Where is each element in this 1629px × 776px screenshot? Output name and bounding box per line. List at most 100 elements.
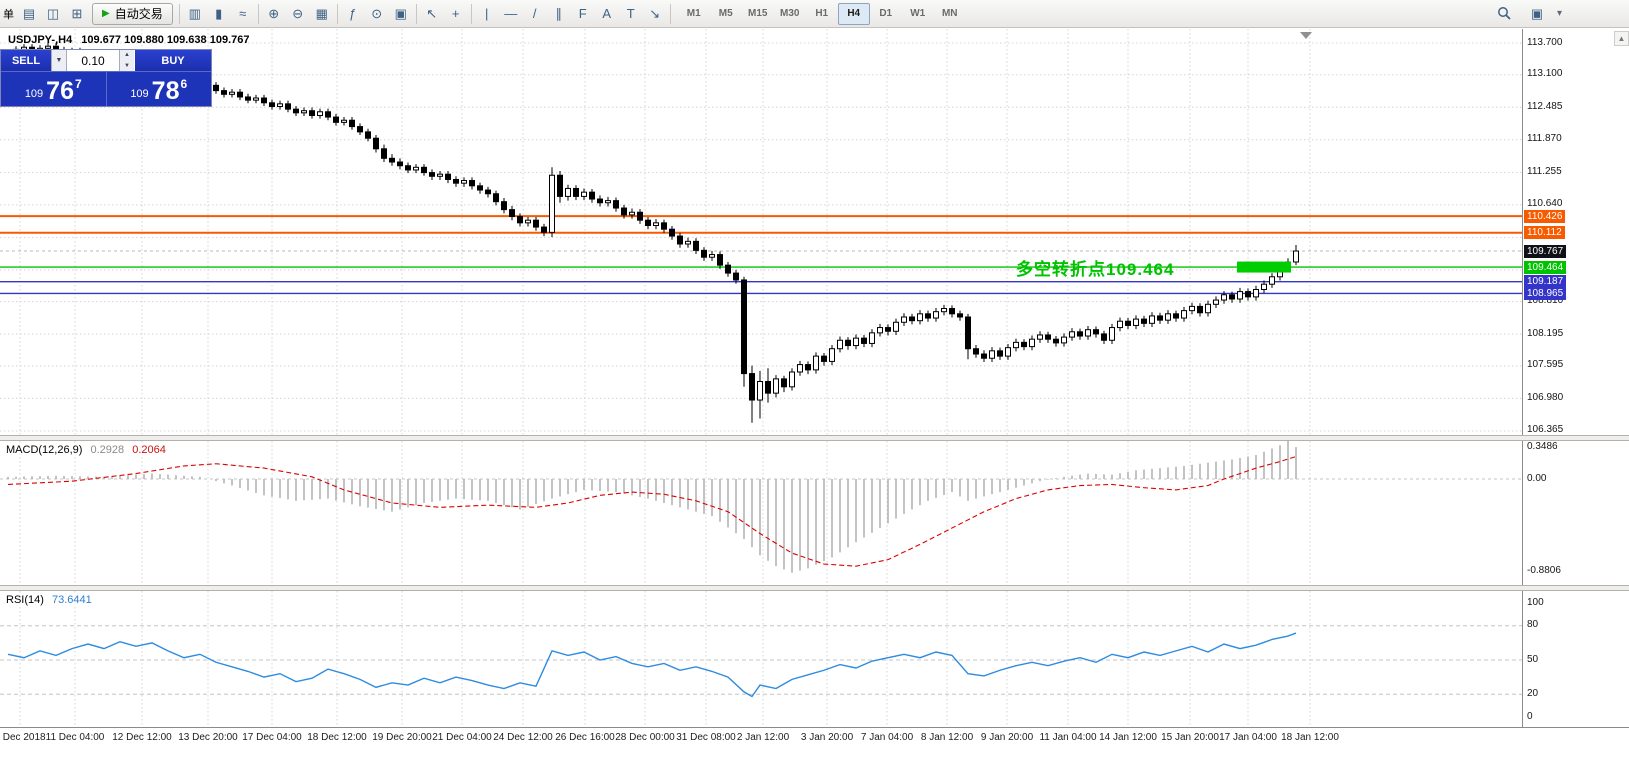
macd-axis-label: 0.00 [1527,472,1547,484]
line-chart-icon[interactable]: ≈ [239,6,247,21]
auto-trading-button[interactable]: ▶ 自动交易 [92,2,173,25]
arrows-icon[interactable]: ↘ [649,5,661,21]
new-order-label[interactable]: 单 [3,8,14,21]
panel-splitter-1[interactable] [0,435,1629,441]
channel-icon[interactable]: ∥ [555,5,562,21]
indicators-icon[interactable]: ƒ [349,6,357,21]
time-axis-label: 26 Dec 16:00 [555,732,615,743]
tf-button-m15[interactable]: M15 [747,8,768,19]
text-icon[interactable]: A [602,6,612,21]
timeframe-group: M1 M5 M15 M30 H1 H4 D1 W1 MN [678,2,966,25]
sell-price-prefix: 109 [24,88,44,100]
time-axis-label: 15 Jan 20:00 [1161,732,1219,743]
fibonacci-icon[interactable]: F [578,6,587,21]
time-axis-label: 24 Dec 12:00 [493,732,553,743]
price-axis[interactable]: 113.700 113.100 112.485 111.870 111.255 110.6… [1522,29,1629,435]
zoom-out-icon[interactable]: ⊖ [292,5,304,21]
tf-button-mn[interactable]: MN [941,8,958,19]
tf-button-d1[interactable]: D1 [879,8,893,19]
new-window-icon[interactable]: ▣ [1530,5,1544,21]
price-line-label: 109.187 [1524,275,1567,289]
tf-button-m1[interactable]: M1 [686,8,701,19]
toolbar-items: 单 ▤ ◫ ⊞ ▶ 自动交易 ▥ ▮ ≈ ⊕ ⊖ ▦ ƒ ⊙ ▣ ↖ + | — / ∥ F A T ↘ [3,2,674,26]
buy-price[interactable]: 109 78 6 [106,72,211,106]
macd-canvas[interactable] [0,441,1522,585]
label-icon[interactable]: T [626,6,635,21]
candles-layer [5,43,1299,423]
periods-icon[interactable]: ⊙ [371,5,383,21]
tf-button-w1[interactable]: W1 [910,8,926,19]
cursor-icon[interactable]: ↖ [426,5,438,21]
rsi-value: 73.6441 [51,594,92,606]
tf-button-m30[interactable]: M30 [779,8,800,19]
tf-button-h1[interactable]: H1 [815,8,829,19]
macd-signal-value: 0.2064 [132,444,166,456]
profiles-icon[interactable]: ◫ [46,5,60,21]
volume-spinner[interactable]: ▲ ▼ [119,50,134,71]
rsi-axis-label: 0 [1527,710,1533,722]
toolbar-separator [336,3,338,24]
macd-axis-label: -0.8806 [1527,564,1561,576]
volume-down-icon[interactable]: ▼ [120,60,134,71]
rsi-canvas[interactable] [0,591,1522,727]
scroll-up-icon[interactable]: ▲ [1614,31,1629,46]
new-chart-icon[interactable]: ▤ [22,5,36,21]
zoom-in-icon[interactable]: ⊕ [268,5,280,21]
price-chart-canvas[interactable]: 多空转折点109.464 [0,29,1522,435]
volume-input[interactable] [67,50,119,71]
trendline-icon[interactable]: / [532,6,537,21]
macd-label: MACD(12,26,9) 0.2928 0.2064 [6,444,166,456]
templates-icon[interactable]: ▣ [394,5,407,21]
buy-price-big: 78 [151,77,180,105]
tf-button-h4[interactable]: H4 [837,2,870,25]
candlestick-icon[interactable]: ▮ [215,5,223,21]
rsi-label: RSI(14) 73.6441 [6,594,92,606]
rsi-panel[interactable] [0,591,1522,727]
rsi-grid-layer [0,591,1522,727]
crosshair-icon[interactable]: + [451,6,460,21]
rsi-axis-label: 20 [1527,687,1539,699]
rsi-axis-label: 50 [1527,653,1539,665]
tile-windows-icon[interactable]: ▦ [315,5,328,21]
horizontal-lines-layer[interactable] [0,215,1522,295]
time-axis-label: 2 Jan 12:00 [736,732,790,743]
market-watch-icon[interactable]: ⊞ [71,5,83,21]
rsi-axis-label: 100 [1527,596,1544,608]
bar-chart-icon[interactable]: ▥ [188,5,201,21]
toolbar-separator [178,3,180,24]
macd-axis[interactable]: 0.3486 0.00 -0.8806 [1522,441,1629,585]
price-axis-label: 111.255 [1527,165,1562,177]
panel-splitter-2[interactable] [0,585,1629,591]
volume-up-icon[interactable]: ▲ [120,50,134,61]
toolbar-overflow-icon[interactable]: ▾ [1556,8,1562,19]
time-axis-label: 3 Jan 20:00 [800,732,854,743]
sell-price[interactable]: 109 76 7 [1,72,107,106]
one-click-trading-panel: SELL ▼ ▲ ▼ BUY 109 76 7 109 78 6 [0,49,212,107]
order-type-dropdown[interactable]: ▼ [51,50,67,71]
auto-trading-label: 自动交易 [114,7,163,21]
price-line-label: 110.426 [1524,209,1566,223]
price-chart-panel[interactable]: 多空转折点109.464 [0,29,1522,435]
chart-shift-icon[interactable] [1300,32,1312,39]
horizontal-line-icon[interactable]: — [504,6,518,21]
buy-button[interactable]: BUY [135,50,211,71]
time-axis-label: 7 Dec 2018 [0,732,46,743]
rsi-axis-label: 80 [1527,619,1539,631]
sell-button[interactable]: SELL [1,50,51,71]
price-axis-label: 108.810 [1527,295,1564,307]
price-axis-label: 113.100 [1527,68,1563,80]
time-axis-label: 21 Dec 04:00 [432,732,492,743]
rsi-line [7,632,1297,698]
bid-price-label: 109.767 [1524,244,1567,258]
macd-grid-layer [0,441,1522,585]
tf-button-m5[interactable]: M5 [718,8,733,19]
sell-price-pip: 7 [74,77,82,91]
macd-panel[interactable] [0,441,1522,585]
rsi-axis[interactable]: 100 80 50 20 0 [1522,591,1629,727]
toolbar: 单 ▤ ◫ ⊞ ▶ 自动交易 ▥ ▮ ≈ ⊕ ⊖ ▦ ƒ ⊙ ▣ ↖ + | — / ∥ F A T ↘ M1 M5 M15 M30 H… [0,0,1629,28]
time-axis-label: 8 Jan 12:00 [920,732,974,743]
symbol-search-icon[interactable] [1493,2,1517,26]
vertical-line-icon[interactable]: | [485,6,489,21]
